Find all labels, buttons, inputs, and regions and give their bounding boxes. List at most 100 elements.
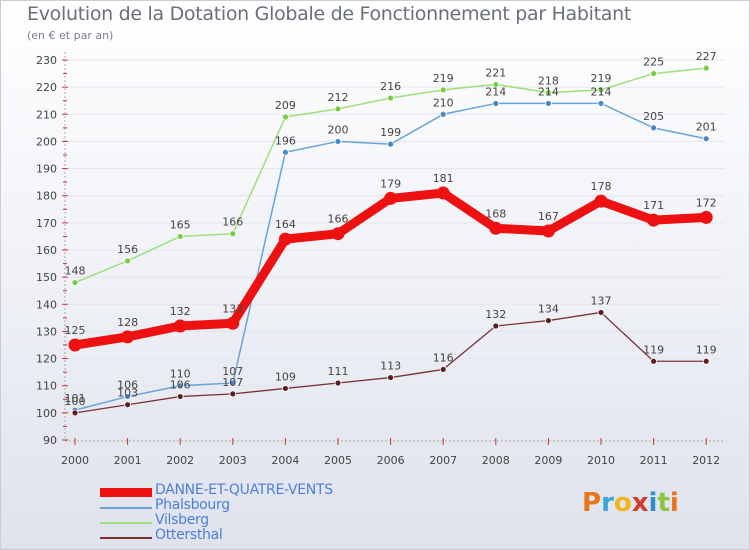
data-label: 106 (117, 379, 138, 392)
y-tick-label: 200 (36, 135, 57, 148)
chart-title: Evolution de la Dotation Globale de Fonc… (27, 3, 632, 25)
data-point (176, 393, 184, 400)
data-point (226, 316, 240, 330)
data-label: 116 (433, 351, 454, 364)
data-label: 164 (275, 218, 296, 231)
data-point (71, 279, 79, 286)
data-label: 199 (380, 126, 401, 139)
data-point (384, 191, 398, 205)
y-tick-label: 210 (36, 108, 57, 121)
y-tick-label: 160 (36, 244, 57, 257)
legend-label-vilsberg: Vilsberg (155, 512, 209, 528)
y-tick-label: 170 (36, 217, 57, 230)
x-tick-label: 2011 (640, 454, 668, 467)
data-point (650, 357, 657, 365)
data-point (121, 330, 135, 344)
data-label: 216 (380, 80, 401, 93)
data-label: 168 (485, 207, 506, 220)
data-label: 172 (696, 196, 717, 209)
logo-letter: o (613, 488, 632, 518)
data-label: 166 (328, 213, 349, 226)
logo-letter: t (657, 488, 670, 518)
data-point (597, 309, 605, 316)
data-point (334, 138, 342, 145)
y-tick-label: 130 (36, 325, 57, 338)
data-label: 205 (643, 110, 664, 123)
data-point (439, 86, 447, 94)
legend-label-phalsbourg: Phalsbourg (155, 497, 230, 513)
data-point (647, 213, 661, 227)
data-point (124, 257, 131, 265)
y-tick-label: 110 (36, 380, 57, 393)
data-label: 171 (643, 199, 664, 212)
data-point (439, 110, 447, 118)
y-tick-label: 90 (43, 434, 57, 447)
data-point (331, 227, 345, 241)
logo-letter: x (631, 488, 649, 518)
data-label: 101 (65, 392, 86, 405)
data-label: 133 (222, 302, 243, 315)
x-tick-label: 2001 (114, 454, 142, 467)
data-point (387, 374, 395, 381)
data-label: 214 (538, 85, 559, 98)
x-tick-label: 2008 (482, 454, 510, 467)
data-label: 167 (538, 210, 559, 223)
data-label: 113 (380, 360, 401, 373)
data-label: 227 (696, 50, 717, 63)
data-point (68, 338, 82, 352)
data-point (334, 379, 342, 387)
data-label: 214 (591, 85, 612, 98)
data-label: 128 (117, 316, 138, 329)
data-label: 210 (433, 96, 454, 109)
data-label: 214 (485, 85, 506, 98)
data-label: 100 (65, 395, 86, 408)
data-point (278, 232, 292, 246)
data-point (387, 94, 395, 102)
data-point (71, 409, 79, 417)
data-point (176, 382, 184, 390)
data-point (650, 124, 657, 132)
legend-swatch-phalsbourg (100, 507, 152, 509)
x-tick-label: 2009 (534, 454, 562, 467)
data-point (229, 390, 237, 398)
x-tick-label: 2007 (429, 454, 457, 467)
legend-label-danne: DANNE-ET-QUATRE-VENTS (155, 482, 333, 498)
y-tick-label: 230 (36, 54, 57, 67)
data-point (387, 140, 395, 148)
data-label: 125 (65, 324, 86, 337)
data-label: 212 (328, 91, 349, 104)
data-point (492, 100, 500, 107)
data-point (492, 322, 500, 330)
legend-swatch-ottersthal (100, 537, 152, 539)
data-point (597, 100, 605, 107)
x-tick-label: 2000 (61, 454, 89, 467)
data-point (702, 135, 710, 143)
data-point (492, 81, 500, 88)
data-point (541, 224, 555, 238)
x-tick-label: 2002 (166, 454, 194, 467)
data-label: 221 (485, 66, 506, 79)
data-point (545, 89, 552, 96)
data-label: 132 (170, 305, 191, 318)
data-point (702, 64, 710, 72)
data-label: 137 (591, 294, 612, 307)
data-point (489, 221, 503, 235)
data-point (545, 100, 552, 107)
data-label: 110 (170, 368, 191, 381)
data-label: 132 (485, 308, 506, 321)
data-label: 111 (328, 365, 349, 378)
data-point (597, 86, 605, 94)
data-label: 156 (117, 243, 138, 256)
y-tick-label: 180 (36, 190, 57, 203)
data-label: 181 (433, 172, 454, 185)
data-label: 209 (275, 99, 296, 112)
data-point (124, 393, 131, 400)
y-tick-label: 150 (36, 271, 57, 284)
logo-letter: P (582, 488, 602, 518)
data-label: 148 (65, 265, 86, 278)
data-point (176, 233, 184, 240)
y-tick-label: 100 (36, 407, 57, 420)
data-point (281, 113, 289, 121)
data-point (436, 186, 450, 200)
data-point (124, 401, 131, 409)
